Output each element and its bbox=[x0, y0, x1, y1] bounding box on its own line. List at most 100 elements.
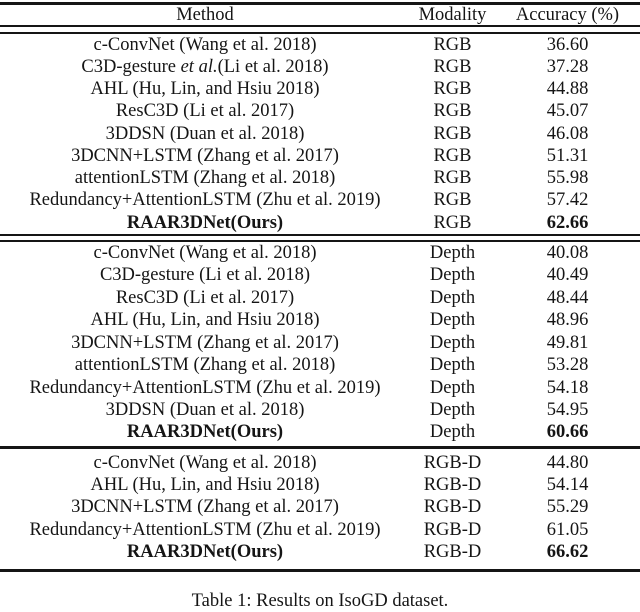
method-italic-fragment: et al. bbox=[180, 56, 218, 77]
table-row: Redundancy+AttentionLSTM (Zhu et al. 201… bbox=[0, 377, 640, 399]
method-cell: 3DCNN+LSTM (Zhang et al. 2017) bbox=[71, 332, 339, 353]
header-method: Method bbox=[176, 5, 234, 25]
method-cell: Redundancy+AttentionLSTM (Zhu et al. 201… bbox=[29, 519, 381, 540]
section-separator-depth-rgbd bbox=[0, 446, 640, 450]
accuracy-cell: 37.28 bbox=[546, 56, 589, 77]
modality-cell: RGB-D bbox=[423, 475, 482, 496]
method-cell: ResC3D (Li et al. 2017) bbox=[115, 287, 295, 308]
table-section-rgb: c-ConvNet (Wang et al. 2018) RGB 36.60 C3D-… bbox=[0, 34, 640, 234]
table-row: Redundancy+AttentionLSTM (Zhu et al. 201… bbox=[0, 519, 640, 541]
modality-cell: Depth bbox=[429, 355, 476, 376]
method-cell: c-ConvNet (Wang et al. 2018) bbox=[93, 242, 317, 263]
table-section-depth: c-ConvNet (Wang et al. 2018) Depth 40.08 C3… bbox=[0, 242, 640, 444]
accuracy-cell: 40.49 bbox=[546, 265, 589, 286]
table-row: Redundancy+AttentionLSTM (Zhu et al. 201… bbox=[0, 190, 640, 212]
modality-cell: Depth bbox=[429, 400, 476, 421]
accuracy-cell: 61.05 bbox=[546, 519, 589, 540]
modality-cell: Depth bbox=[429, 310, 476, 331]
table-header-row: Method Modality Accuracy (%) bbox=[0, 5, 640, 25]
table-row: attentionLSTM (Zhang et al. 2018) RGB 55.9… bbox=[0, 168, 640, 190]
table-row: 3DDSN (Duan et al. 2018) RGB 46.08 bbox=[0, 123, 640, 145]
table-row: attentionLSTM (Zhang et al. 2018) Depth 53… bbox=[0, 354, 640, 376]
modality-cell: RGB bbox=[433, 56, 472, 77]
method-cell: 3DDSN (Duan et al. 2018) bbox=[105, 400, 305, 421]
method-cell: 3DCNN+LSTM (Zhang et al. 2017) bbox=[71, 497, 339, 518]
modality-cell: RGB-D bbox=[423, 519, 482, 540]
accuracy-cell: 49.81 bbox=[546, 332, 589, 353]
table-row: C3D-gesture (Li et al. 2018) Depth 40.49 bbox=[0, 265, 640, 287]
modality-cell: RGB-D bbox=[423, 542, 482, 563]
accuracy-cell: 54.18 bbox=[546, 377, 589, 398]
method-fragment: (Li et al. 2018) bbox=[217, 56, 329, 77]
accuracy-cell: 46.08 bbox=[546, 123, 589, 144]
table-row: c-ConvNet (Wang et al. 2018) Depth 40.08 bbox=[0, 242, 640, 264]
modality-cell: Depth bbox=[429, 242, 476, 263]
table-row: 3DCNN+LSTM (Zhang et al. 2017) RGB-D 55.29 bbox=[0, 497, 640, 519]
table-row: c-ConvNet (Wang et al. 2018) RGB 36.60 bbox=[0, 34, 640, 56]
table-row: AHL (Hu, Lin, and Hsiu 2018) Depth 48.96 bbox=[0, 310, 640, 332]
modality-cell: RGB bbox=[433, 123, 472, 144]
method-cell: AHL (Hu, Lin, and Hsiu 2018) bbox=[90, 79, 320, 100]
method-cell: C3D-gesture (Li et al. 2018) bbox=[99, 265, 311, 286]
method-cell: AHL (Hu, Lin, and Hsiu 2018) bbox=[90, 475, 320, 496]
accuracy-cell: 57.42 bbox=[546, 190, 589, 211]
header-modality: Modality bbox=[418, 5, 487, 25]
method-cell: 3DDSN (Duan et al. 2018) bbox=[105, 123, 305, 144]
modality-cell: RGB-D bbox=[423, 452, 482, 473]
method-cell: C3D-gesture et al.(Li et al. 2018) bbox=[0, 57, 410, 78]
method-cell: attentionLSTM (Zhang et al. 2018) bbox=[74, 168, 336, 189]
table-caption: Table 1: Results on IsoGD dataset. bbox=[191, 591, 449, 611]
accuracy-cell: 53.28 bbox=[546, 355, 589, 376]
accuracy-cell: 55.29 bbox=[546, 497, 589, 518]
modality-cell: RGB bbox=[433, 190, 472, 211]
table-top-rule bbox=[0, 2, 640, 5]
modality-cell: RGB bbox=[433, 145, 472, 166]
method-fragment: C3D-gesture bbox=[81, 56, 181, 77]
accuracy-cell: 40.08 bbox=[546, 242, 589, 263]
table-row: 3DDSN (Duan et al. 2018) Depth 54.95 bbox=[0, 399, 640, 421]
method-cell: RAAR3DNet(Ours) bbox=[126, 422, 284, 443]
accuracy-cell: 55.98 bbox=[546, 168, 589, 189]
accuracy-cell: 51.31 bbox=[546, 145, 589, 166]
table-row: RAAR3DNet(Ours) RGB-D 66.62 bbox=[0, 541, 640, 563]
table-bottom-rule bbox=[0, 568, 640, 572]
table-row: 3DCNN+LSTM (Zhang et al. 2017) RGB 51.31 bbox=[0, 145, 640, 167]
method-cell: c-ConvNet (Wang et al. 2018) bbox=[93, 34, 317, 55]
accuracy-cell: 66.62 bbox=[546, 542, 589, 563]
accuracy-cell: 54.14 bbox=[546, 475, 589, 496]
table-row: ResC3D (Li et al. 2017) RGB 45.07 bbox=[0, 101, 640, 123]
modality-cell: RGB bbox=[433, 34, 472, 55]
accuracy-cell: 44.80 bbox=[546, 452, 589, 473]
table-row: RAAR3DNet(Ours) RGB 62.66 bbox=[0, 212, 640, 234]
accuracy-cell: 48.96 bbox=[546, 310, 589, 331]
table-row: 3DCNN+LSTM (Zhang et al. 2017) Depth 49.81 bbox=[0, 332, 640, 354]
accuracy-cell: 44.88 bbox=[546, 79, 589, 100]
accuracy-cell: 48.44 bbox=[546, 287, 589, 308]
accuracy-cell: 60.66 bbox=[546, 422, 589, 443]
modality-cell: RGB-D bbox=[423, 497, 482, 518]
section-separator-rgb-depth bbox=[0, 234, 640, 243]
modality-cell: RGB bbox=[433, 212, 472, 233]
accuracy-cell: 62.66 bbox=[546, 212, 589, 233]
method-cell: ResC3D (Li et al. 2017) bbox=[115, 101, 295, 122]
table-row: AHL (Hu, Lin, and Hsiu 2018) RGB-D 54.14 bbox=[0, 474, 640, 496]
modality-cell: RGB bbox=[433, 168, 472, 189]
header-separator-double-rule bbox=[0, 25, 640, 34]
modality-cell: Depth bbox=[429, 265, 476, 286]
table-row: C3D-gesture et al.(Li et al. 2018) RGB 37.… bbox=[0, 56, 640, 78]
table-row: AHL (Hu, Lin, and Hsiu 2018) RGB 44.88 bbox=[0, 79, 640, 101]
table-section-rgbd: c-ConvNet (Wang et al. 2018) RGB-D 44.80 AH… bbox=[0, 449, 640, 563]
method-cell: attentionLSTM (Zhang et al. 2018) bbox=[74, 355, 336, 376]
table-row: c-ConvNet (Wang et al. 2018) RGB-D 44.80 bbox=[0, 452, 640, 474]
modality-cell: Depth bbox=[429, 287, 476, 308]
modality-cell: RGB bbox=[433, 79, 472, 100]
accuracy-cell: 54.95 bbox=[546, 400, 589, 421]
accuracy-cell: 45.07 bbox=[546, 101, 589, 122]
header-accuracy: Accuracy (%) bbox=[515, 5, 620, 25]
method-cell: 3DCNN+LSTM (Zhang et al. 2017) bbox=[71, 145, 339, 166]
modality-cell: Depth bbox=[429, 332, 476, 353]
modality-cell: RGB bbox=[433, 101, 472, 122]
table-row: ResC3D (Li et al. 2017) Depth 48.44 bbox=[0, 287, 640, 309]
method-cell: c-ConvNet (Wang et al. 2018) bbox=[93, 452, 317, 473]
modality-cell: Depth bbox=[429, 422, 476, 443]
